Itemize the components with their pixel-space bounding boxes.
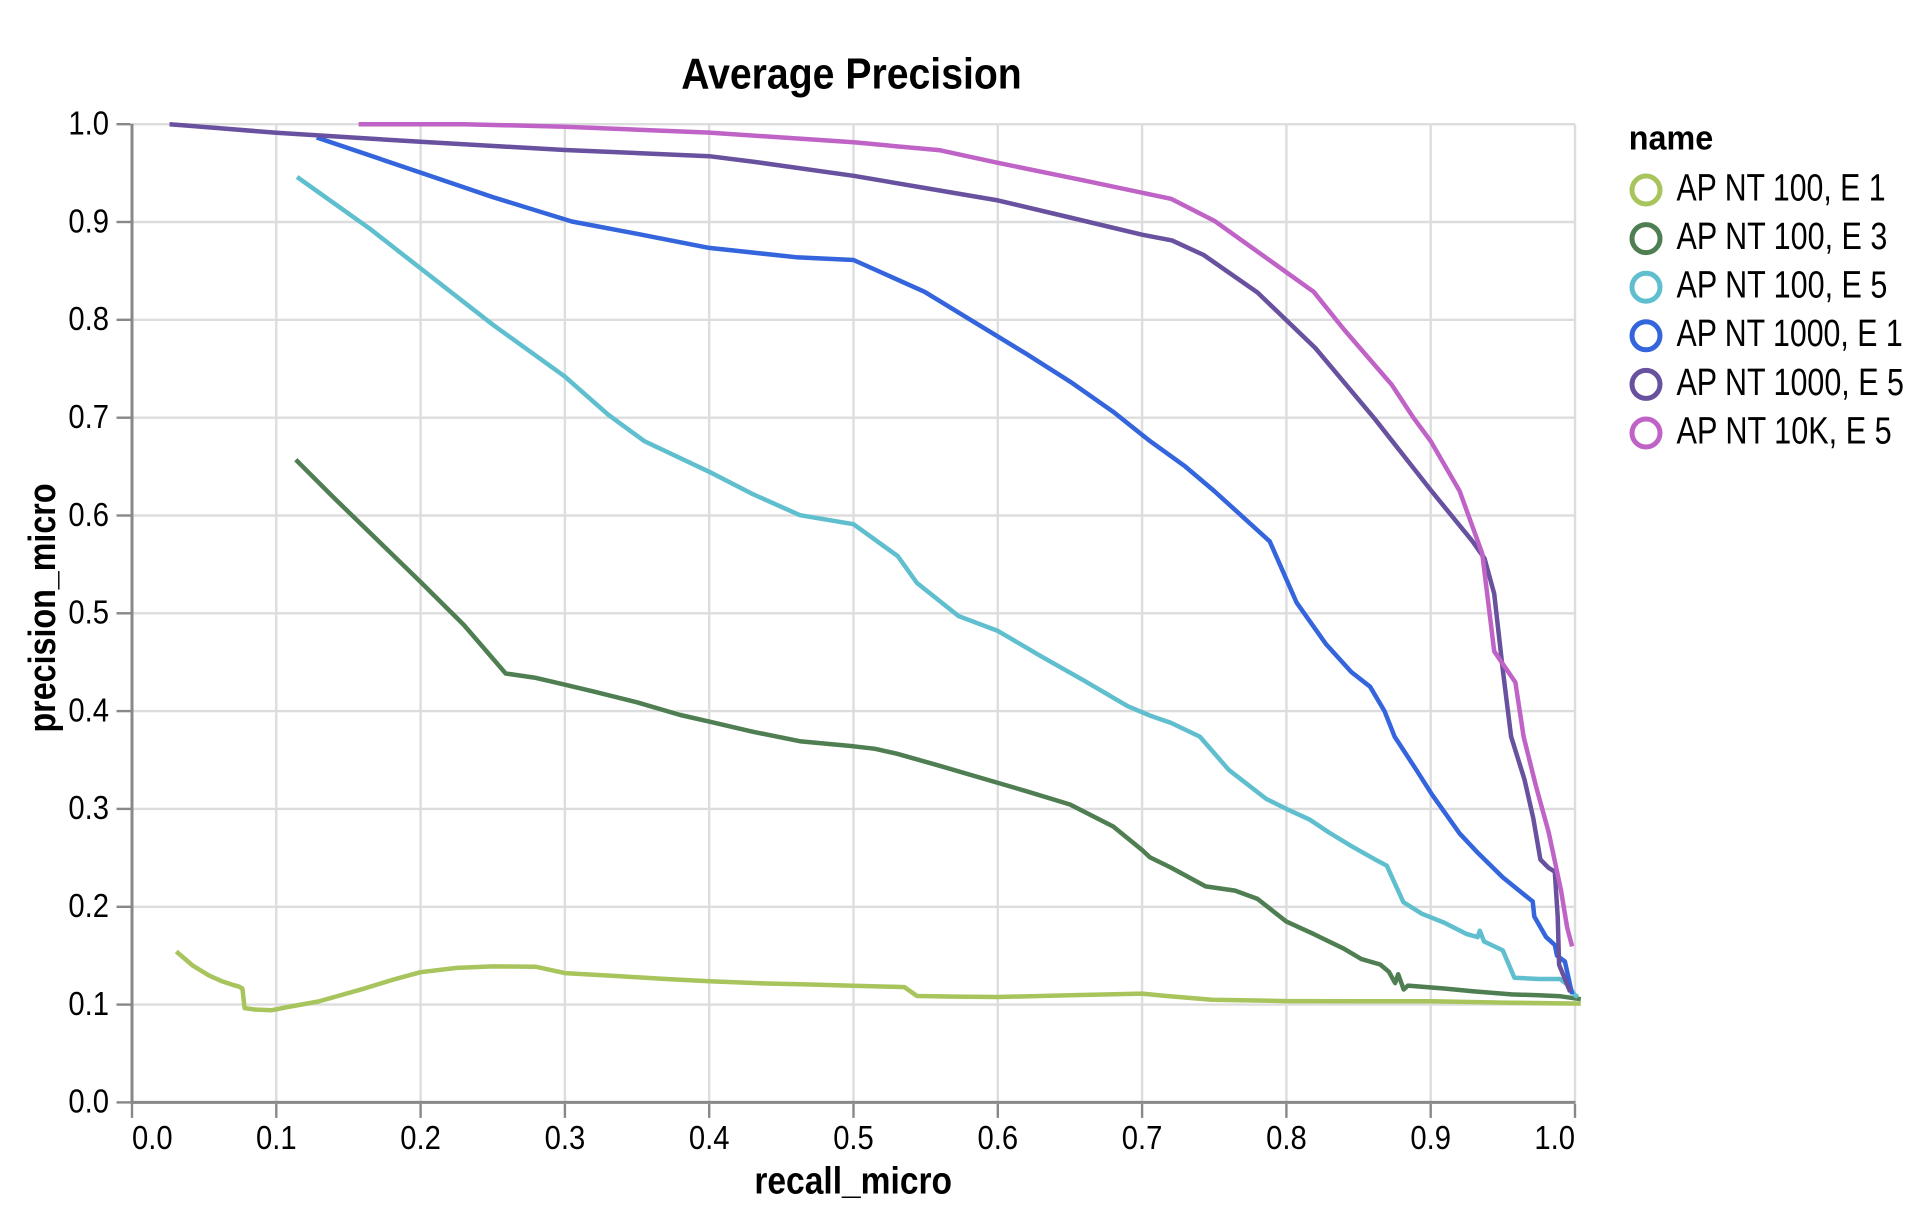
svg-text:0.8: 0.8 [1266, 1119, 1307, 1156]
svg-text:precision_micro: precision_micro [22, 483, 64, 732]
svg-text:0.2: 0.2 [400, 1119, 441, 1156]
svg-text:0.1: 0.1 [68, 985, 109, 1022]
svg-text:0.7: 0.7 [1122, 1119, 1163, 1156]
svg-text:0.4: 0.4 [68, 691, 109, 728]
svg-text:Average Precision: Average Precision [681, 49, 1022, 98]
svg-text:0.6: 0.6 [68, 496, 109, 533]
svg-text:0.2: 0.2 [68, 887, 109, 924]
svg-text:0.0: 0.0 [68, 1083, 109, 1120]
svg-text:recall_micro: recall_micro [754, 1161, 952, 1203]
svg-text:0.4: 0.4 [689, 1119, 730, 1156]
svg-text:0.7: 0.7 [68, 398, 109, 435]
svg-text:0.0: 0.0 [132, 1119, 173, 1156]
svg-text:AP NT 1000, E 5: AP NT 1000, E 5 [1677, 362, 1904, 404]
svg-text:0.5: 0.5 [833, 1119, 874, 1156]
svg-text:0.9: 0.9 [1410, 1119, 1451, 1156]
svg-text:AP NT 10K, E 5: AP NT 10K, E 5 [1677, 410, 1892, 452]
svg-text:0.3: 0.3 [68, 789, 109, 826]
svg-text:AP NT 100, E 1: AP NT 100, E 1 [1677, 167, 1886, 209]
svg-text:name: name [1629, 120, 1713, 158]
svg-text:AP NT 100, E 3: AP NT 100, E 3 [1677, 216, 1888, 258]
svg-text:0.5: 0.5 [68, 594, 109, 631]
svg-text:0.9: 0.9 [68, 202, 109, 239]
svg-text:0.1: 0.1 [256, 1119, 297, 1156]
svg-text:0.6: 0.6 [978, 1119, 1019, 1156]
svg-text:AP NT 100, E 5: AP NT 100, E 5 [1677, 265, 1888, 307]
svg-text:0.8: 0.8 [68, 300, 109, 337]
svg-text:1.0: 1.0 [68, 105, 109, 142]
svg-text:0.3: 0.3 [545, 1119, 586, 1156]
svg-text:1.0: 1.0 [1534, 1119, 1575, 1156]
svg-text:AP NT 1000, E 1: AP NT 1000, E 1 [1677, 313, 1903, 355]
